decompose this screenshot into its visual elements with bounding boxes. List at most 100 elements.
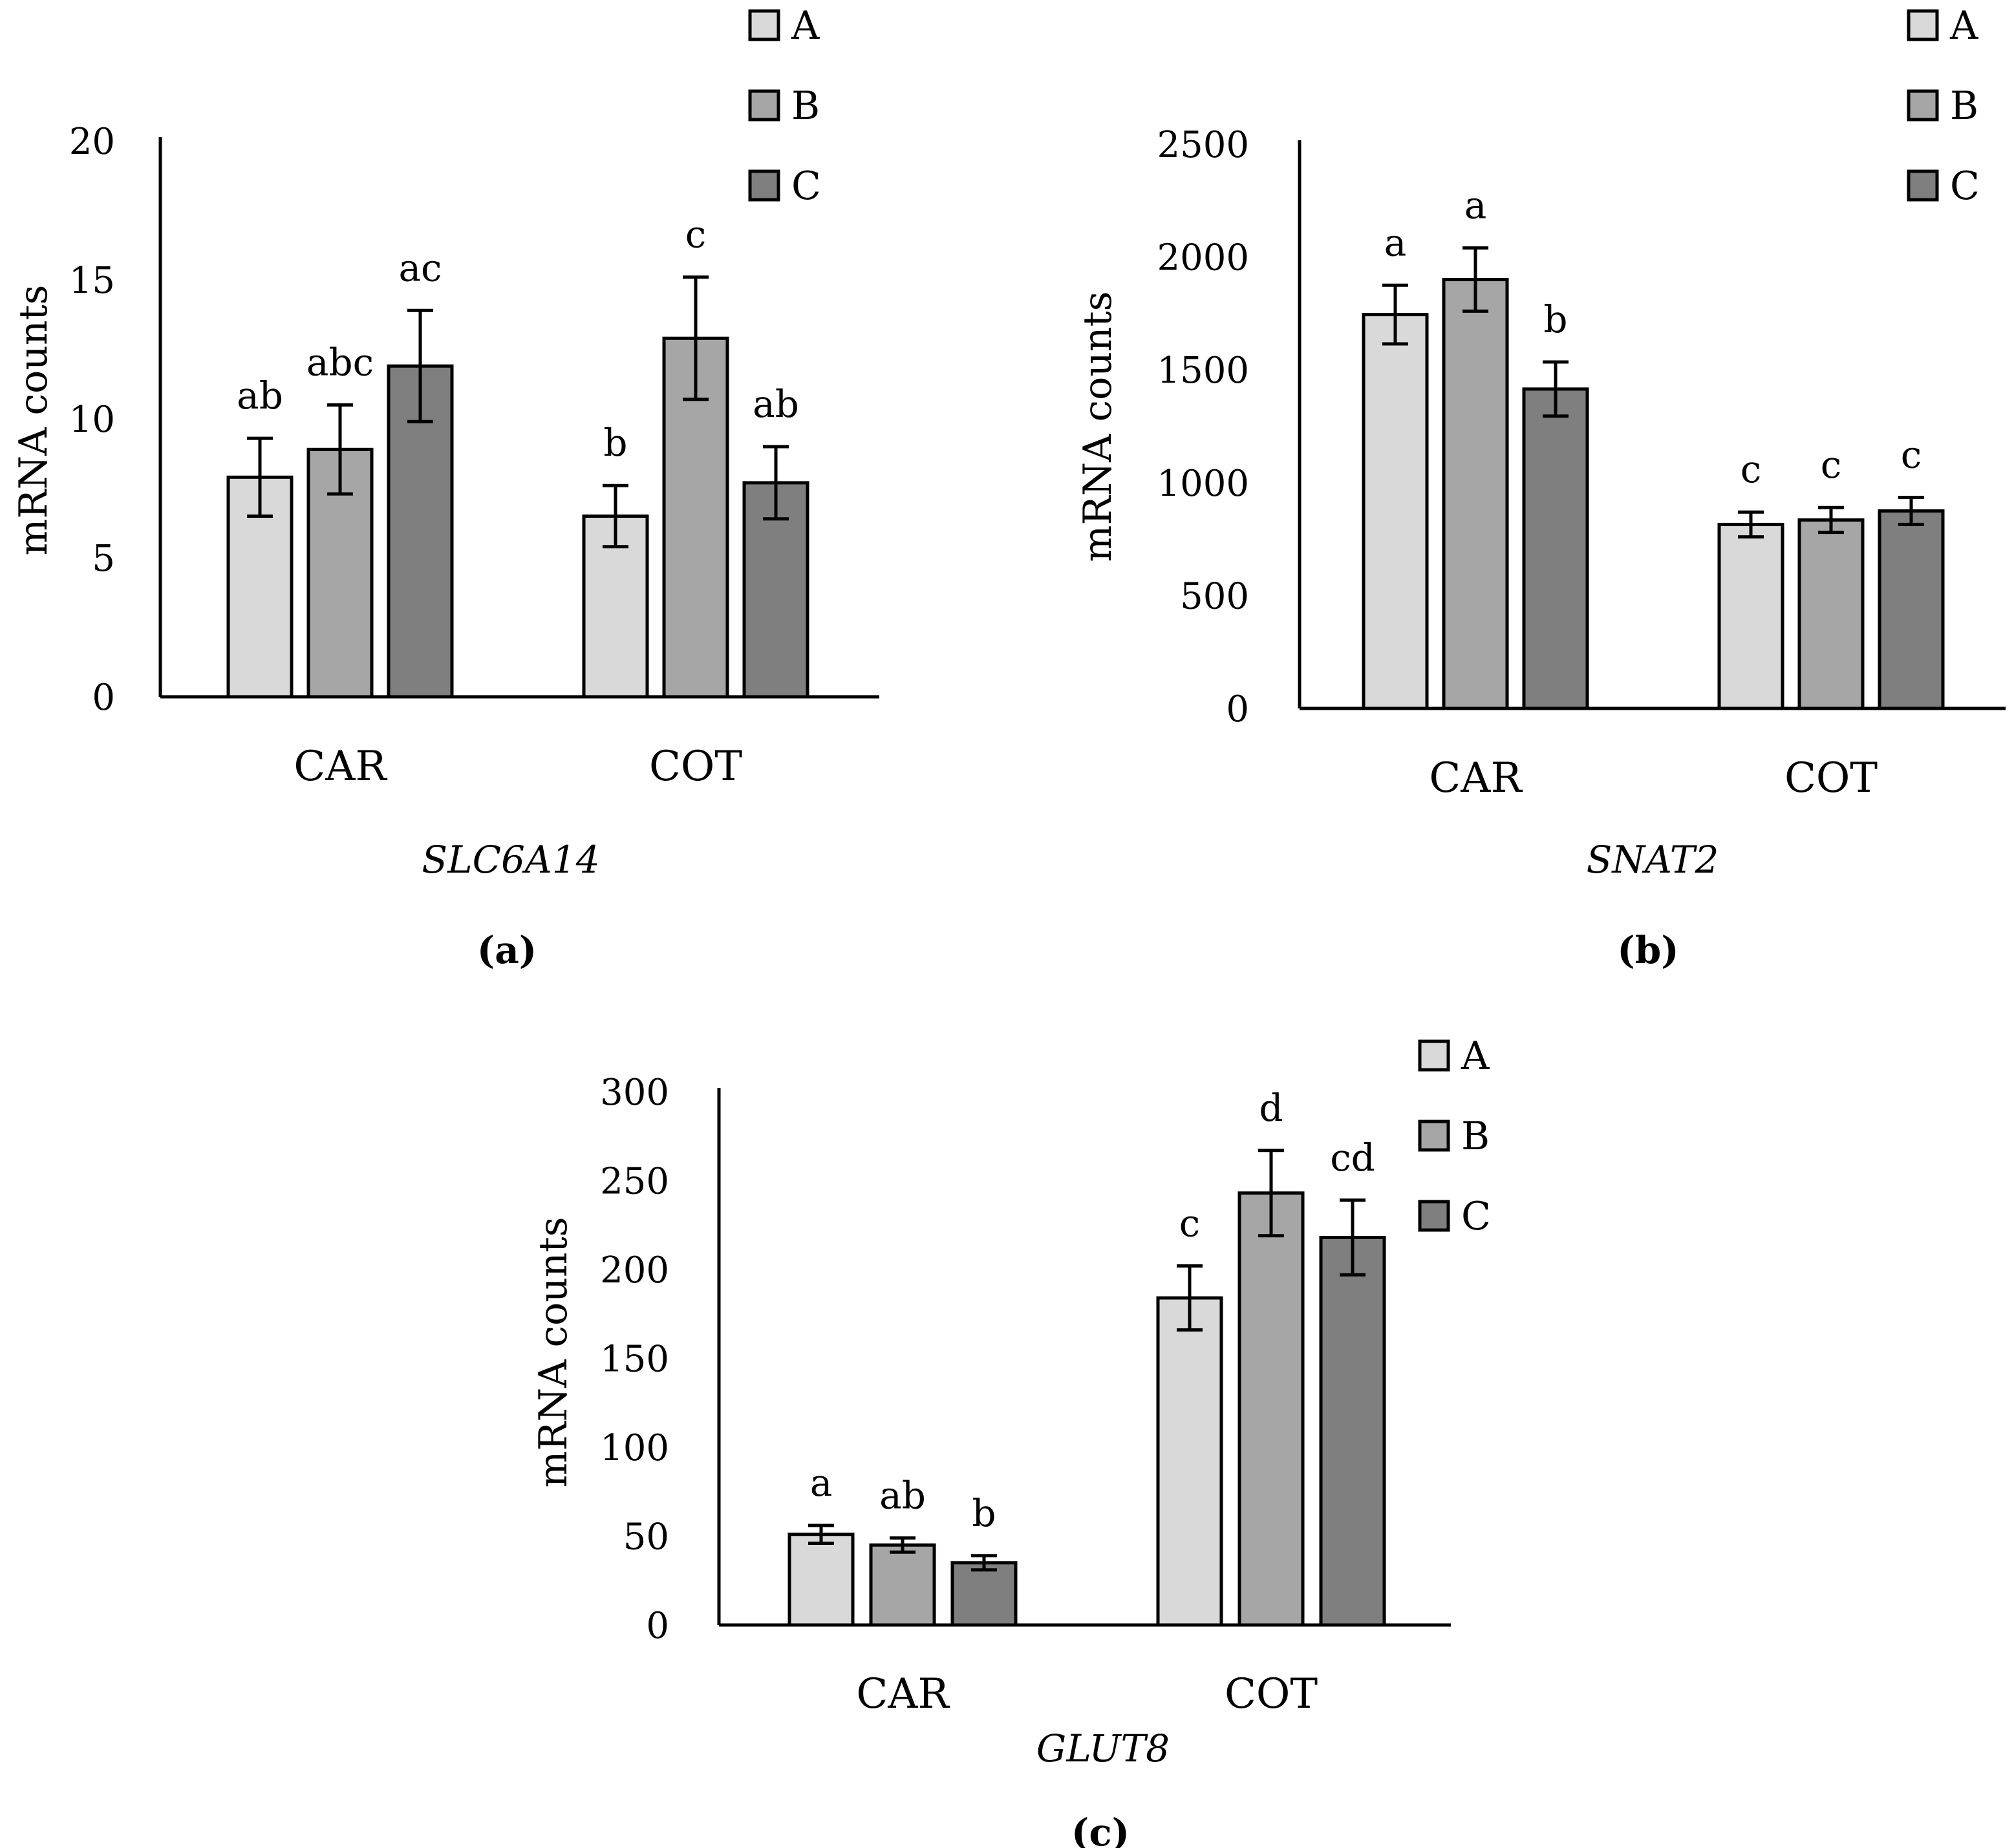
error-bar — [603, 483, 628, 549]
bar-cot-b — [1237, 1191, 1305, 1627]
bar-cot-b — [1797, 518, 1865, 710]
error-bar — [1818, 505, 1844, 535]
y-tick-label: 2500 — [1157, 124, 1249, 166]
panel-label: (b) — [1617, 928, 1678, 972]
significance-letter: cd — [1330, 1136, 1375, 1180]
y-tick-label: 200 — [600, 1249, 669, 1291]
bar-car-c — [950, 1561, 1018, 1627]
y-tick-label: 10 — [69, 399, 115, 441]
y-tick-label: 1500 — [1157, 350, 1249, 392]
y-tick-label: 250 — [600, 1161, 669, 1203]
error-bar — [1340, 1198, 1366, 1277]
gene-label: GLUT8 — [1036, 1726, 1170, 1770]
legend-label: C — [1461, 1194, 1491, 1239]
legend-swatch-c — [1907, 169, 1939, 202]
y-tick-label: 50 — [623, 1516, 669, 1558]
gene-label: SLC6A14 — [422, 838, 599, 882]
y-tick-label: 0 — [646, 1605, 669, 1647]
legend-label: B — [791, 83, 820, 129]
y-tick-label: 2000 — [1157, 237, 1249, 279]
significance-letter: ab — [879, 1473, 926, 1517]
legend-swatch-b — [1907, 89, 1939, 122]
significance-letter: b — [972, 1491, 996, 1535]
y-tick-label: 5 — [92, 538, 115, 580]
legend-swatch-c — [748, 169, 780, 202]
error-bar — [1382, 283, 1408, 346]
significance-letter: c — [1179, 1202, 1200, 1246]
bar-car-a — [787, 1533, 855, 1627]
y-axis-title: mRNA counts — [11, 285, 56, 556]
error-bar — [1258, 1149, 1284, 1238]
error-bar — [763, 445, 789, 521]
y-tick-label: 15 — [69, 260, 115, 302]
significance-letter: c — [1821, 443, 1841, 487]
legend-label: A — [1949, 3, 1978, 48]
bar-cot-c — [1878, 509, 1945, 710]
panel-label: (c) — [1071, 1811, 1130, 1848]
significance-letter: c — [1901, 432, 1922, 476]
x-category-label: CAR — [856, 1670, 950, 1718]
legend-swatch-a — [1418, 1039, 1450, 1072]
chart-panel-b: 0 500 1000 1500 2000 2500 mRNA counts a c a c b c CAR… — [1075, 3, 2006, 972]
significance-letter: b — [603, 421, 627, 465]
legend-label: A — [1461, 1034, 1490, 1079]
x-category-label: COT — [649, 743, 742, 791]
y-tick-label: 100 — [600, 1427, 669, 1469]
x-category-label: COT — [1225, 1670, 1318, 1718]
x-category-label: CAR — [294, 743, 387, 791]
legend-swatch-c — [1418, 1200, 1450, 1232]
significance-letter: ac — [398, 246, 442, 290]
bar-cot-c — [1319, 1236, 1386, 1627]
legend-label: B — [1950, 83, 1978, 129]
error-bar — [971, 1554, 997, 1572]
x-category-label: COT — [1784, 754, 1878, 802]
legend-label: B — [1461, 1114, 1490, 1159]
legend-swatch-b — [748, 89, 780, 122]
y-tick-label: 150 — [600, 1339, 669, 1381]
error-bar — [247, 436, 273, 518]
chart-panel-a: 0 5 10 15 20 mRNA counts ab b abc c ac ab CAR COT SLC6… — [11, 3, 879, 972]
significance-letter: b — [1543, 297, 1567, 341]
bar-car-b — [869, 1543, 936, 1627]
bar-car-b — [1442, 278, 1509, 710]
error-bar — [1462, 246, 1488, 313]
bar-car-a — [1362, 313, 1429, 710]
x-category-label: CAR — [1429, 754, 1523, 802]
legend-label: A — [791, 3, 820, 48]
error-bar — [1738, 510, 1764, 539]
significance-letter: c — [1741, 447, 1761, 491]
legend-swatch-a — [1907, 9, 1939, 41]
error-bar — [1898, 495, 1924, 526]
error-bar — [407, 308, 433, 423]
error-bar — [683, 275, 709, 401]
error-bar — [1543, 360, 1569, 418]
significance-letter: a — [1384, 220, 1407, 264]
y-tick-label: 1000 — [1157, 463, 1249, 505]
bar-cot-a — [1156, 1296, 1223, 1627]
y-tick-label: 20 — [69, 121, 115, 163]
error-bar — [890, 1536, 916, 1554]
legend-swatch-b — [1418, 1120, 1450, 1152]
y-tick-label: 0 — [92, 677, 115, 719]
panel-label: (a) — [477, 928, 537, 972]
bar-cot-a — [1717, 522, 1784, 710]
gene-label: SNAT2 — [1587, 838, 1719, 882]
significance-letter: d — [1259, 1086, 1283, 1130]
significance-letter: a — [1464, 184, 1487, 228]
significance-letter: a — [810, 1461, 833, 1505]
error-bar — [327, 403, 353, 496]
significance-letter: abc — [306, 341, 374, 385]
significance-letter: ab — [753, 382, 799, 426]
bar-car-c — [1522, 387, 1589, 710]
y-tick-label: 300 — [600, 1072, 669, 1114]
y-axis-title: mRNA counts — [1075, 292, 1120, 562]
error-bar — [1177, 1264, 1203, 1332]
significance-letter: c — [685, 213, 706, 257]
y-tick-label: 500 — [1180, 575, 1249, 617]
y-axis-title: mRNA counts — [531, 1217, 576, 1488]
legend-label: C — [791, 164, 821, 209]
y-tick-label: 0 — [1226, 688, 1249, 730]
chart-panel-c: 0 50 100 150 200 250 300 mRNA counts a c ab d b cd CAR… — [531, 1034, 1491, 1848]
legend-swatch-a — [748, 9, 780, 41]
